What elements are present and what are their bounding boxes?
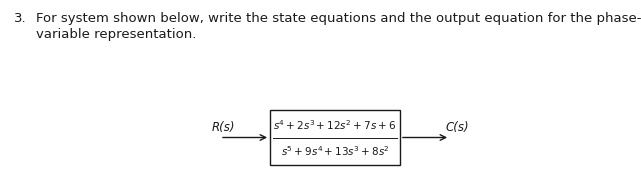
Text: For system shown below, write the state equations and the output equation for th: For system shown below, write the state … [36,12,641,25]
Text: 3.: 3. [14,12,27,25]
Bar [270,110,400,165]
Text: $s^4+2s^3+12s^2+7s+6$: $s^4+2s^3+12s^2+7s+6$ [274,118,397,132]
Text: variable representation.: variable representation. [36,28,196,41]
Text: C(s): C(s) [445,121,469,134]
Text: $s^5+9s^4+13s^3+8s^2$: $s^5+9s^4+13s^3+8s^2$ [281,144,389,158]
Text: R(s): R(s) [212,121,235,134]
